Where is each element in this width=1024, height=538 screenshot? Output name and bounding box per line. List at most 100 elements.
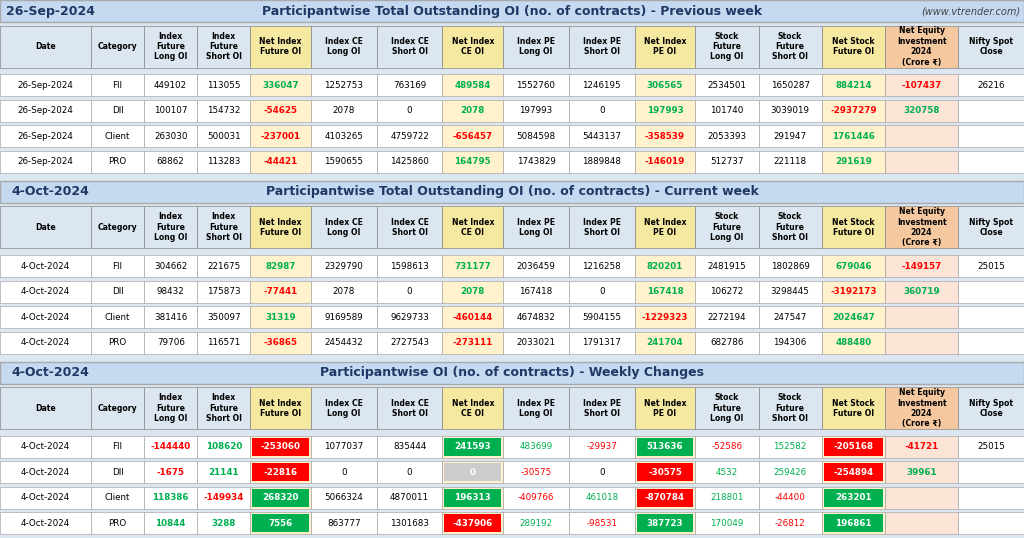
Bar	[885, 306, 958, 328]
Text: 26-Sep-2024: 26-Sep-2024	[5, 4, 94, 18]
Text: Category: Category	[97, 223, 137, 232]
Bar	[823, 489, 883, 507]
Bar	[91, 331, 144, 353]
Bar	[958, 436, 1024, 458]
Text: 1246195: 1246195	[583, 81, 622, 90]
Bar	[91, 462, 144, 484]
Text: Client: Client	[104, 313, 130, 322]
Bar	[0, 0, 1024, 22]
Bar	[821, 513, 885, 534]
Text: Net Stock
Future OI: Net Stock Future OI	[833, 37, 874, 56]
Bar	[569, 487, 635, 509]
Text: Date: Date	[35, 42, 56, 51]
Bar	[144, 387, 198, 429]
Text: 387723: 387723	[646, 519, 683, 528]
Bar	[759, 513, 821, 534]
Bar	[442, 125, 503, 147]
Text: Participantwise Total Outstanding OI (no. of contracts) - Previous week: Participantwise Total Outstanding OI (no…	[262, 4, 762, 18]
Bar	[635, 331, 695, 353]
Text: -26812: -26812	[775, 519, 806, 528]
Bar	[635, 306, 695, 328]
Text: 4-Oct-2024: 4-Oct-2024	[11, 186, 89, 199]
Bar	[442, 25, 503, 67]
Bar	[958, 331, 1024, 353]
Bar	[442, 436, 503, 458]
Bar	[823, 438, 883, 456]
Bar	[442, 331, 503, 353]
Text: Net Index
CE OI: Net Index CE OI	[452, 37, 494, 56]
Text: Index CE
Short OI: Index CE Short OI	[391, 37, 428, 56]
Bar	[569, 151, 635, 173]
Text: 320758: 320758	[903, 106, 940, 115]
Text: 4-Oct-2024: 4-Oct-2024	[20, 442, 70, 451]
Bar	[821, 207, 885, 249]
Bar	[444, 489, 501, 507]
Bar	[250, 151, 311, 173]
Text: Category: Category	[97, 404, 137, 413]
Bar	[695, 207, 759, 249]
Bar	[250, 331, 311, 353]
Bar	[0, 331, 91, 353]
Text: 4103265: 4103265	[325, 132, 364, 141]
Bar	[821, 151, 885, 173]
Bar	[823, 463, 883, 482]
Bar	[569, 255, 635, 277]
Bar	[635, 25, 695, 67]
Bar	[635, 255, 695, 277]
Bar	[198, 436, 250, 458]
Text: 0: 0	[341, 468, 347, 477]
Bar	[503, 255, 569, 277]
Bar	[635, 462, 695, 484]
Text: 263201: 263201	[835, 493, 871, 502]
Bar	[958, 513, 1024, 534]
Text: Stock
Future
Short OI: Stock Future Short OI	[772, 393, 808, 423]
Bar	[91, 100, 144, 122]
Text: Participantwise Total Outstanding OI (no. of contracts) - Current week: Participantwise Total Outstanding OI (no…	[265, 186, 759, 199]
Bar	[759, 436, 821, 458]
Bar	[503, 462, 569, 484]
Text: 1252753: 1252753	[325, 81, 364, 90]
Text: Stock
Future
Long OI: Stock Future Long OI	[711, 393, 743, 423]
Bar	[250, 100, 311, 122]
Text: -146019: -146019	[645, 157, 685, 166]
Bar	[821, 306, 885, 328]
Text: -107437: -107437	[901, 81, 942, 90]
Text: 31319: 31319	[265, 313, 296, 322]
Text: -149157: -149157	[901, 261, 942, 271]
Text: 4-Oct-2024: 4-Oct-2024	[20, 338, 70, 347]
Text: Index PE
Long OI: Index PE Long OI	[517, 37, 555, 56]
Bar	[695, 25, 759, 67]
Bar	[198, 281, 250, 302]
Bar	[695, 462, 759, 484]
Text: 170049: 170049	[711, 519, 743, 528]
Bar	[503, 331, 569, 353]
Bar	[821, 331, 885, 353]
Text: DII: DII	[112, 468, 124, 477]
Text: Client: Client	[104, 493, 130, 502]
Text: Nifty Spot
Close: Nifty Spot Close	[969, 399, 1013, 418]
Bar	[958, 125, 1024, 147]
Text: 1552760: 1552760	[516, 81, 555, 90]
Text: Index PE
Short OI: Index PE Short OI	[583, 218, 621, 237]
Text: 25015: 25015	[977, 261, 1006, 271]
Bar	[311, 331, 377, 353]
Text: 1077037: 1077037	[325, 442, 364, 451]
Bar	[0, 100, 91, 122]
Bar	[144, 25, 198, 67]
Bar	[958, 25, 1024, 67]
Text: 0: 0	[407, 106, 413, 115]
Bar	[503, 74, 569, 96]
Text: 25015: 25015	[977, 442, 1006, 451]
Bar	[250, 255, 311, 277]
Bar	[144, 151, 198, 173]
Text: -30575: -30575	[520, 468, 552, 477]
Bar	[695, 151, 759, 173]
Bar	[252, 514, 309, 533]
Text: -437906: -437906	[453, 519, 493, 528]
Text: 3288: 3288	[212, 519, 236, 528]
Text: 26216: 26216	[977, 81, 1005, 90]
Bar	[958, 306, 1024, 328]
Text: 513636: 513636	[646, 442, 683, 451]
Bar	[198, 25, 250, 67]
Text: Index
Future
Long OI: Index Future Long OI	[154, 213, 187, 242]
